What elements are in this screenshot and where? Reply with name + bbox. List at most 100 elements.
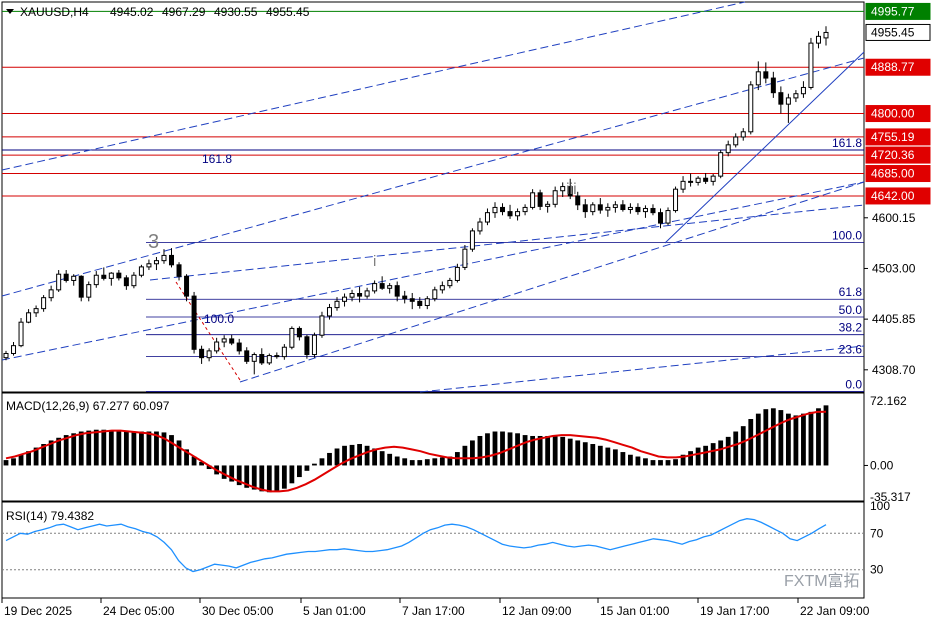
candle[interactable] xyxy=(41,297,47,310)
candle[interactable] xyxy=(530,192,536,208)
candle[interactable] xyxy=(665,210,671,224)
candle[interactable] xyxy=(176,264,182,277)
candle[interactable] xyxy=(733,136,739,146)
candle[interactable] xyxy=(582,204,588,213)
candle[interactable] xyxy=(169,254,175,266)
candle[interactable] xyxy=(597,204,603,211)
candle[interactable] xyxy=(221,338,227,343)
candle[interactable] xyxy=(364,290,370,297)
candle[interactable] xyxy=(590,204,596,213)
candle[interactable] xyxy=(311,334,317,356)
candle[interactable] xyxy=(537,192,543,207)
candle[interactable] xyxy=(379,283,385,289)
candle[interactable] xyxy=(605,206,611,211)
candle[interactable] xyxy=(78,275,84,298)
candle[interactable] xyxy=(266,355,272,364)
candle[interactable] xyxy=(650,207,656,214)
candle[interactable] xyxy=(454,266,460,281)
candle[interactable] xyxy=(673,188,679,212)
candle[interactable] xyxy=(770,77,776,94)
candle[interactable] xyxy=(3,352,9,359)
candle[interactable] xyxy=(229,338,235,344)
rsi-line[interactable] xyxy=(2,518,864,573)
candle[interactable] xyxy=(349,293,355,298)
candle[interactable] xyxy=(439,285,445,291)
candle[interactable] xyxy=(477,221,483,232)
candle[interactable] xyxy=(131,274,137,287)
candle[interactable] xyxy=(326,307,332,317)
candle[interactable] xyxy=(778,92,784,105)
candle[interactable] xyxy=(710,175,716,182)
candle[interactable] xyxy=(372,283,378,292)
candle[interactable] xyxy=(620,204,626,211)
candle[interactable] xyxy=(740,131,746,138)
candle[interactable] xyxy=(800,86,806,95)
candle[interactable] xyxy=(206,350,212,359)
candle[interactable] xyxy=(492,206,498,214)
candle[interactable] xyxy=(703,177,709,182)
candle[interactable] xyxy=(357,293,363,297)
candle[interactable] xyxy=(657,212,663,224)
candle[interactable] xyxy=(560,186,566,192)
candle[interactable] xyxy=(575,195,581,206)
candle[interactable] xyxy=(763,71,769,79)
candle[interactable] xyxy=(244,350,250,362)
candle[interactable] xyxy=(785,97,791,105)
candle[interactable] xyxy=(417,300,423,306)
candle[interactable] xyxy=(635,206,641,213)
candle[interactable] xyxy=(342,296,348,302)
candle[interactable] xyxy=(33,308,39,314)
candle[interactable] xyxy=(387,285,393,289)
candle[interactable] xyxy=(274,355,280,358)
candle[interactable] xyxy=(26,312,32,323)
candle[interactable] xyxy=(394,285,400,297)
candle[interactable] xyxy=(116,272,122,279)
candle[interactable] xyxy=(281,346,287,358)
candle[interactable] xyxy=(199,348,205,359)
candle[interactable] xyxy=(402,295,408,300)
candle[interactable] xyxy=(424,298,430,306)
candle[interactable] xyxy=(334,300,340,309)
candle[interactable] xyxy=(108,272,114,279)
candle[interactable] xyxy=(304,336,310,356)
candle[interactable] xyxy=(755,71,761,86)
candle[interactable] xyxy=(815,35,821,44)
candle[interactable] xyxy=(123,277,129,287)
candle[interactable] xyxy=(500,206,506,213)
candle[interactable] xyxy=(447,279,453,287)
candle[interactable] xyxy=(289,327,295,348)
candle[interactable] xyxy=(522,206,528,213)
candle[interactable] xyxy=(627,206,633,211)
candle[interactable] xyxy=(56,273,62,291)
candle[interactable] xyxy=(462,248,468,268)
candle[interactable] xyxy=(146,263,152,268)
candle[interactable] xyxy=(808,42,814,88)
candle[interactable] xyxy=(725,144,731,154)
candle[interactable] xyxy=(11,345,17,354)
candle[interactable] xyxy=(71,275,77,281)
candle[interactable] xyxy=(432,289,438,300)
candle[interactable] xyxy=(718,152,724,177)
candle[interactable] xyxy=(101,274,107,279)
candle[interactable] xyxy=(567,186,573,197)
candle[interactable] xyxy=(153,260,159,265)
candle[interactable] xyxy=(63,273,69,281)
candle[interactable] xyxy=(161,254,167,262)
candle[interactable] xyxy=(642,207,648,213)
candle[interactable] xyxy=(48,289,54,299)
candle[interactable] xyxy=(319,315,325,336)
candle[interactable] xyxy=(184,275,190,297)
candle[interactable] xyxy=(259,354,265,364)
candle[interactable] xyxy=(296,327,302,338)
candle[interactable] xyxy=(138,266,144,276)
candle[interactable] xyxy=(251,354,257,362)
candle[interactable] xyxy=(748,84,754,133)
candle[interactable] xyxy=(552,190,558,205)
candle[interactable] xyxy=(191,295,197,350)
candle[interactable] xyxy=(793,93,799,99)
candle[interactable] xyxy=(93,274,99,286)
candle[interactable] xyxy=(18,321,24,347)
candle[interactable] xyxy=(695,177,701,183)
rsi-panel[interactable] xyxy=(1,501,865,599)
